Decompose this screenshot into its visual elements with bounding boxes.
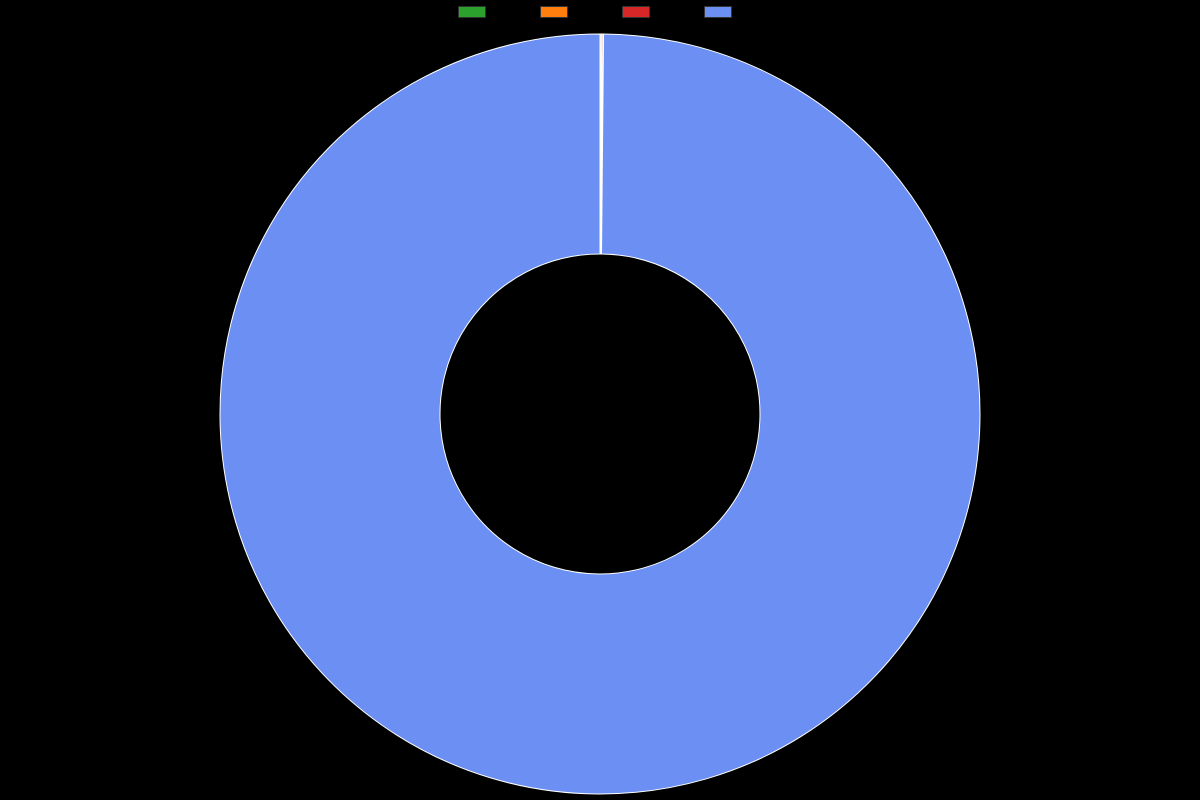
legend-swatch-icon xyxy=(704,6,732,18)
legend-item xyxy=(458,6,496,18)
legend-item xyxy=(704,6,742,18)
donut-slice xyxy=(220,34,980,794)
chart-legend xyxy=(0,6,1200,18)
legend-swatch-icon xyxy=(622,6,650,18)
legend-item xyxy=(622,6,660,18)
donut-chart xyxy=(0,28,1200,800)
donut-chart-container xyxy=(0,28,1200,800)
legend-swatch-icon xyxy=(458,6,486,18)
legend-swatch-icon xyxy=(540,6,568,18)
legend-item xyxy=(540,6,578,18)
